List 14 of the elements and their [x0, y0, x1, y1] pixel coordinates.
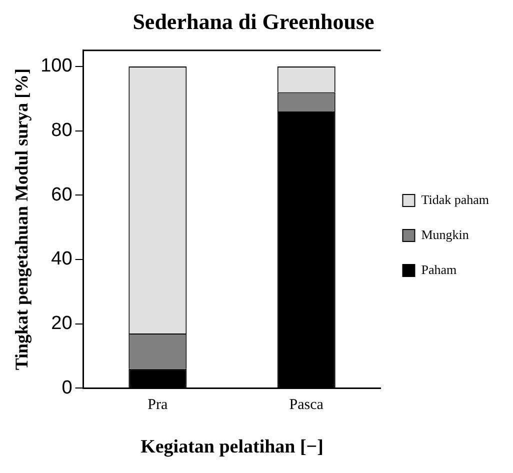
x-tick-label: Pra	[148, 397, 168, 414]
y-tick-label: 60	[51, 184, 72, 206]
y-tick-label: 20	[51, 313, 72, 334]
y-tick-label: 40	[51, 248, 72, 270]
y-axis-title: Tingkat pengetahuan Modul surya [%]	[11, 68, 32, 370]
legend-label: Paham	[421, 262, 457, 277]
x-tick-label: Pasca	[289, 397, 324, 414]
y-tick-label: 80	[51, 120, 72, 142]
legend-label: Tidak paham	[421, 192, 490, 207]
y-tick-label: 100	[40, 56, 72, 77]
y-tick-label: 0	[62, 377, 72, 398]
chart-title: Sederhana di Greenhouse	[132, 8, 375, 34]
legend-label: Mungkin	[421, 226, 470, 242]
x-axis-title: Kegiatan pelatihan [−]	[140, 436, 324, 458]
